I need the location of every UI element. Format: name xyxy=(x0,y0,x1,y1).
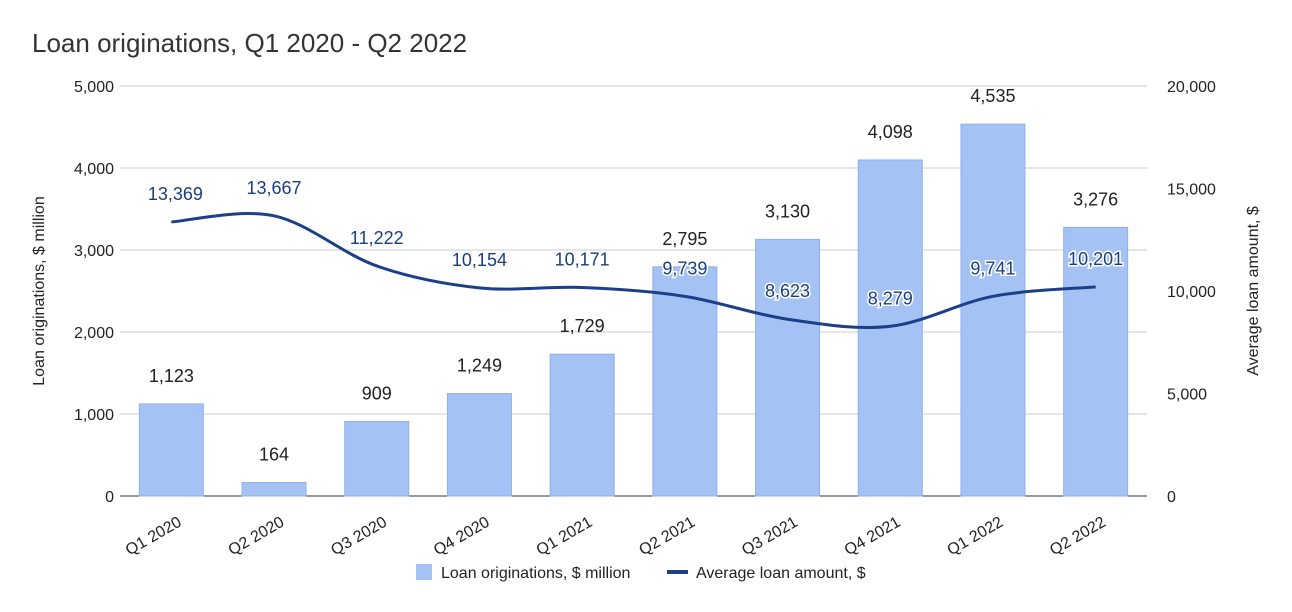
line-value-label: 10,201 xyxy=(1068,249,1123,269)
y2-tick-label: 15,000 xyxy=(1167,182,1216,199)
x-tick-label: Q3 2021 xyxy=(739,514,801,559)
chart-title: Loan originations, Q1 2020 - Q2 2022 xyxy=(32,28,468,58)
y-tick-label: 1,000 xyxy=(74,407,114,424)
bar xyxy=(652,266,718,497)
legend-swatch-bars xyxy=(416,564,432,580)
legend-label-bars: Loan originations, $ million xyxy=(441,565,630,582)
bar xyxy=(241,482,307,497)
bar xyxy=(344,420,410,497)
line-value-label: 10,154 xyxy=(452,250,507,270)
x-tick-label: Q2 2022 xyxy=(1047,514,1109,559)
bar xyxy=(755,238,821,497)
legend: Loan originations, $ million Average loan… xyxy=(416,564,866,582)
series-line xyxy=(171,212,1096,329)
bar-value-label: 3,130 xyxy=(765,201,810,221)
x-tick-label: Q1 2022 xyxy=(944,514,1006,559)
line-value-label: 9,739 xyxy=(662,258,707,278)
line-value-label: 8,279 xyxy=(868,288,913,308)
y-tick-label: 2,000 xyxy=(74,325,114,342)
bar xyxy=(960,123,1026,497)
x-tick-label: Q2 2021 xyxy=(636,514,698,559)
y-axis-title: Loan originations, $ million xyxy=(31,196,48,385)
bar-value-label: 4,098 xyxy=(868,122,913,142)
x-tick-label: Q2 2020 xyxy=(226,514,288,559)
x-tick-label: Q4 2021 xyxy=(842,514,904,559)
y2-tick-label: 20,000 xyxy=(1167,79,1216,96)
line-series xyxy=(171,212,1096,329)
bar xyxy=(446,393,512,497)
bar-value-label: 1,729 xyxy=(560,316,605,336)
line-value-label: 8,623 xyxy=(765,281,810,301)
x-tick-label: Q3 2020 xyxy=(328,514,390,559)
bar xyxy=(549,353,615,497)
y-tick-label: 0 xyxy=(105,489,114,506)
y-tick-label: 5,000 xyxy=(74,79,114,96)
bar-value-label: 3,276 xyxy=(1073,189,1118,209)
x-tick-label: Q1 2021 xyxy=(534,514,596,559)
bar-series xyxy=(138,123,1129,497)
x-tick-label: Q1 2020 xyxy=(123,514,185,559)
line-value-label: 13,369 xyxy=(148,184,203,204)
bar xyxy=(138,403,204,497)
x-tick-label: Q4 2020 xyxy=(431,514,493,559)
y2-tick-label: 0 xyxy=(1167,489,1176,506)
bar-value-label: 4,535 xyxy=(970,86,1015,106)
line-value-label: 11,222 xyxy=(350,228,404,248)
bar-value-label: 909 xyxy=(362,383,392,403)
legend-label-line: Average loan amount, $ xyxy=(696,565,866,582)
bar-value-label: 1,123 xyxy=(149,366,194,386)
bar-value-label: 164 xyxy=(259,445,289,465)
line-value-label: 9,741 xyxy=(970,258,1015,278)
line-value-label: 13,667 xyxy=(247,178,302,198)
bar-value-label: 2,795 xyxy=(662,229,707,249)
y2-tick-label: 5,000 xyxy=(1167,387,1207,404)
y-tick-label: 3,000 xyxy=(74,243,114,260)
y-tick-label: 4,000 xyxy=(74,161,114,178)
bar-value-label: 1,249 xyxy=(457,356,502,376)
line-value-label: 10,171 xyxy=(555,249,610,269)
y2-axis-title: Average loan amount, $ xyxy=(1245,206,1262,376)
y2-tick-label: 10,000 xyxy=(1167,284,1216,301)
data-labels: 1,123 164 909 1,249 1,729 2,795 3,130 4,098 4,53… xyxy=(146,86,1124,465)
bar xyxy=(1063,226,1129,497)
